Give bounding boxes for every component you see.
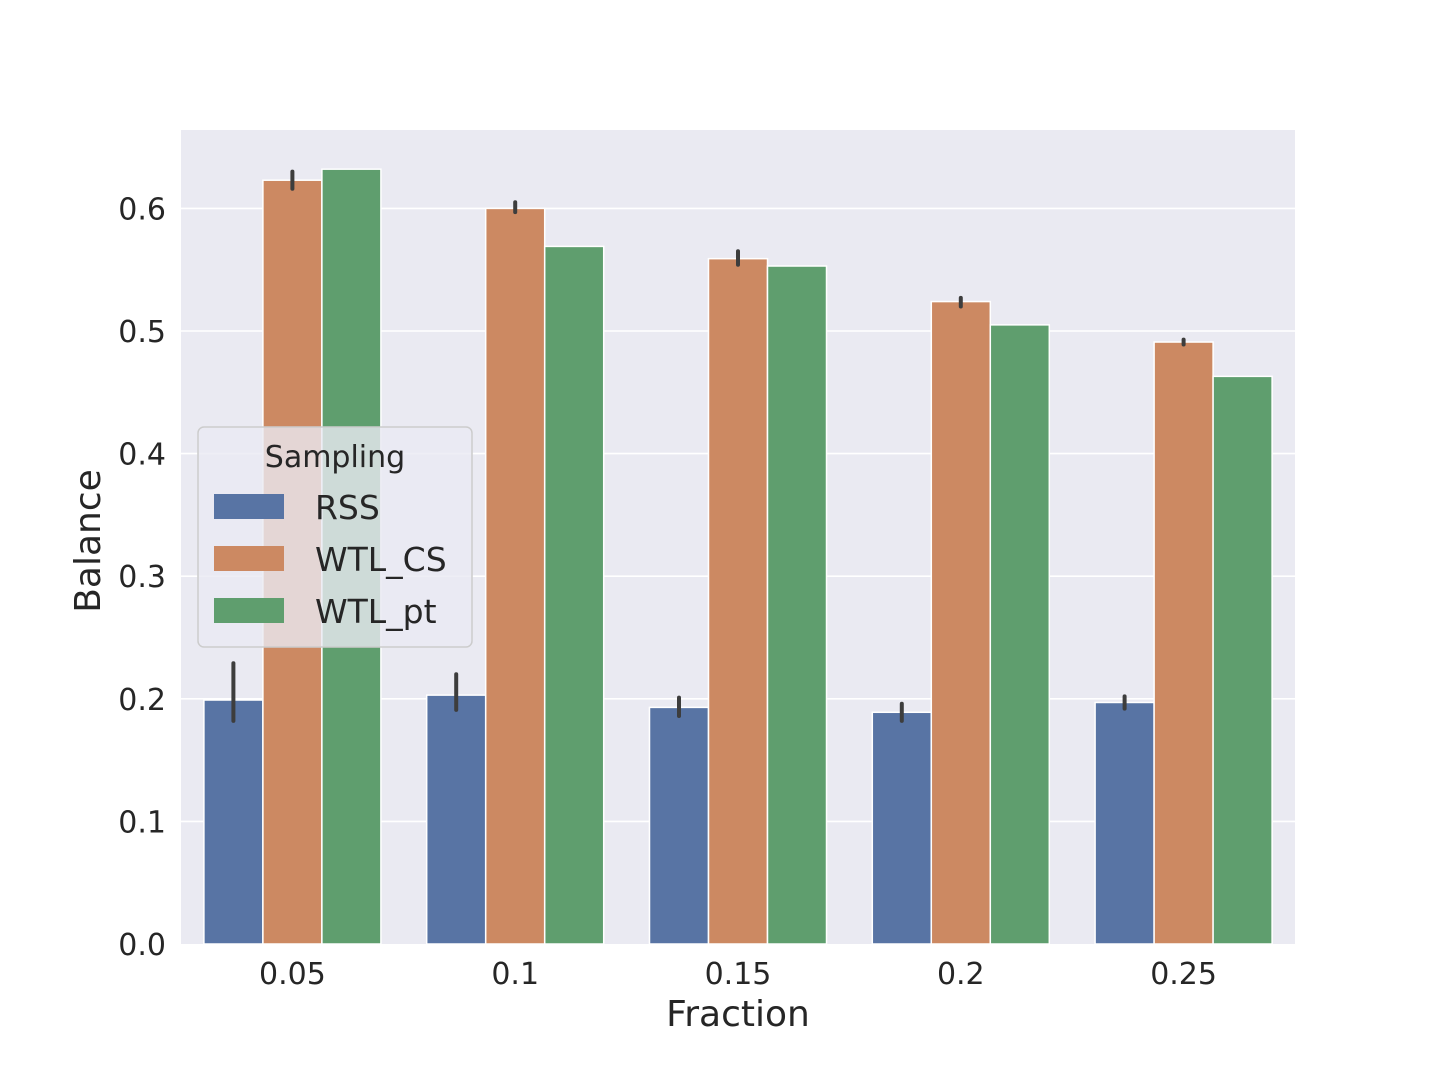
y-tick-label: 0.4 [118, 438, 166, 473]
bar-wtl-pt [543, 245, 605, 945]
y-tick-label: 0.6 [118, 192, 166, 227]
y-tick-label: 0.2 [118, 683, 166, 718]
y-tick-label: 0.1 [118, 805, 166, 840]
x-tick-label: 0.25 [1150, 957, 1217, 992]
x-tick-label: 0.15 [705, 957, 772, 992]
bar-wtl-pt [1212, 375, 1273, 945]
legend-label: WTL_CS [315, 540, 447, 579]
y-tick-label: 0.5 [118, 315, 166, 350]
bar-wtl-cs [484, 207, 546, 945]
bar-rss [425, 694, 487, 945]
bar-rss [648, 706, 710, 945]
legend-swatch [214, 494, 284, 519]
y-tick-label: 0.3 [118, 560, 166, 595]
x-axis-ticks: 0.05 0.1 0.15 0.2 0.25 [259, 957, 1217, 992]
legend-swatch [214, 598, 284, 623]
bar-wtl-pt [989, 324, 1051, 945]
bars-group [203, 168, 1273, 945]
x-tick-label: 0.2 [937, 957, 985, 992]
legend-box [197, 426, 473, 648]
bar-wtl-cs [1153, 341, 1214, 945]
x-tick-label: 0.05 [259, 957, 326, 992]
y-tick-label: 0.0 [118, 928, 166, 963]
y-axis-ticks: 0.0 0.1 0.2 0.3 0.4 0.5 0.6 [118, 192, 166, 963]
bar-rss [203, 699, 264, 945]
legend-title: Sampling [265, 440, 405, 475]
x-tick-label: 0.1 [491, 957, 539, 992]
legend: Sampling RSS WTL_CS WTL_pt [197, 426, 473, 648]
y-axis-label: Balance [68, 469, 109, 613]
legend-swatch [214, 546, 284, 571]
x-axis-label: Fraction [666, 994, 810, 1035]
bar-rss [1094, 701, 1155, 945]
bar-wtl-cs [707, 257, 769, 945]
bar-wtl-pt [766, 265, 828, 945]
bar-rss [871, 711, 933, 945]
legend-items: RSS WTL_CS WTL_pt [214, 488, 447, 631]
legend-label: WTL_pt [315, 592, 437, 631]
legend-label: RSS [315, 488, 380, 527]
error-bars-group [231, 169, 1186, 723]
bar-wtl-cs [930, 300, 992, 945]
